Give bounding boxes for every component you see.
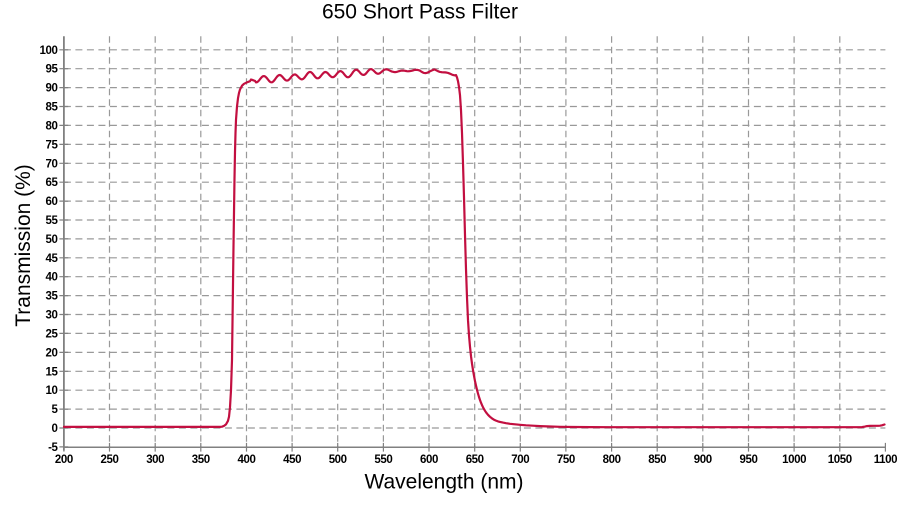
svg-text:95: 95 xyxy=(46,64,59,76)
svg-text:200: 200 xyxy=(55,454,73,466)
svg-text:700: 700 xyxy=(511,454,529,466)
svg-text:850: 850 xyxy=(648,454,666,466)
svg-text:650 Short Pass Filter: 650 Short Pass Filter xyxy=(322,1,518,24)
svg-text:800: 800 xyxy=(603,454,621,466)
svg-text:60: 60 xyxy=(46,196,58,208)
svg-text:750: 750 xyxy=(557,454,575,466)
svg-text:-5: -5 xyxy=(48,442,58,454)
svg-text:55: 55 xyxy=(46,215,59,227)
svg-text:85: 85 xyxy=(46,102,59,114)
svg-text:25: 25 xyxy=(46,328,59,340)
svg-text:650: 650 xyxy=(466,454,484,466)
svg-text:65: 65 xyxy=(46,177,59,189)
svg-text:15: 15 xyxy=(46,366,59,378)
svg-text:250: 250 xyxy=(101,454,119,466)
svg-text:350: 350 xyxy=(192,454,210,466)
svg-text:75: 75 xyxy=(46,139,59,151)
svg-text:950: 950 xyxy=(740,454,758,466)
svg-text:1100: 1100 xyxy=(874,454,897,466)
svg-text:600: 600 xyxy=(420,454,438,466)
svg-text:35: 35 xyxy=(46,291,59,303)
svg-text:0: 0 xyxy=(52,423,58,435)
svg-text:Wavelength (nm): Wavelength (nm) xyxy=(364,471,523,494)
svg-text:550: 550 xyxy=(374,454,392,466)
svg-text:5: 5 xyxy=(52,404,59,416)
svg-text:40: 40 xyxy=(46,272,58,284)
svg-text:80: 80 xyxy=(46,120,58,132)
svg-text:90: 90 xyxy=(46,83,58,95)
svg-text:70: 70 xyxy=(46,158,58,170)
svg-text:100: 100 xyxy=(40,45,58,57)
svg-text:400: 400 xyxy=(238,454,256,466)
svg-text:300: 300 xyxy=(146,454,164,466)
svg-text:1050: 1050 xyxy=(828,454,852,466)
svg-text:30: 30 xyxy=(46,310,58,322)
svg-text:500: 500 xyxy=(329,454,347,466)
svg-text:50: 50 xyxy=(46,234,58,246)
svg-text:450: 450 xyxy=(283,454,301,466)
svg-text:Transmission (%): Transmission (%) xyxy=(12,164,35,327)
svg-text:20: 20 xyxy=(46,347,58,359)
svg-text:45: 45 xyxy=(46,253,59,265)
svg-text:900: 900 xyxy=(694,454,712,466)
svg-text:10: 10 xyxy=(46,385,58,397)
svg-text:1000: 1000 xyxy=(782,454,806,466)
